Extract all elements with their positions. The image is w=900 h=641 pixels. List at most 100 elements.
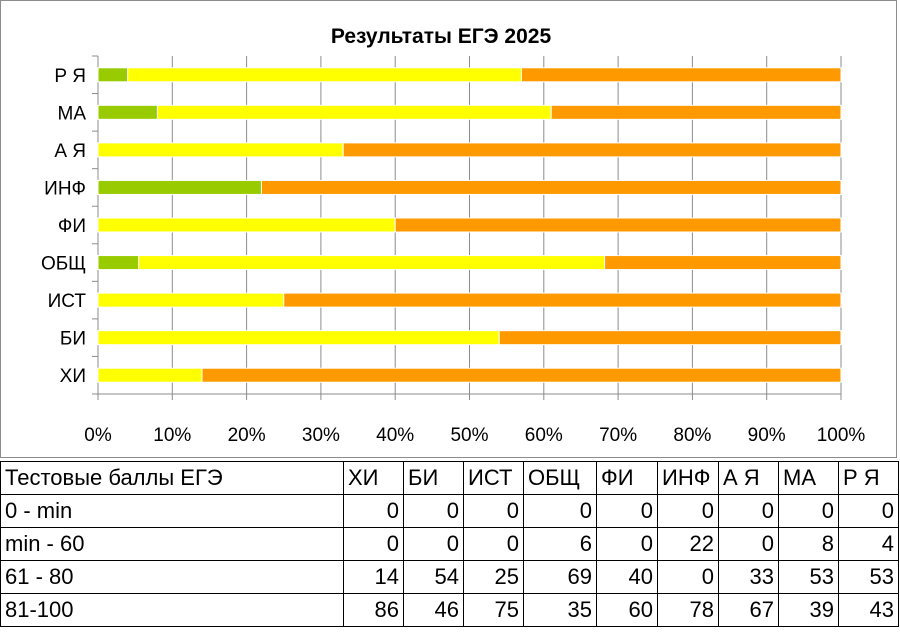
bar-segment — [201, 367, 842, 383]
bar-segment — [394, 217, 842, 233]
data-table: Тестовые баллы ЕГЭ ХИ БИ ИСТ ОБЩ ФИ ИНФ А Я МА Р … — [0, 461, 899, 627]
table-cell: 53 — [778, 560, 839, 594]
bar-segment — [97, 292, 285, 308]
bar-segment — [97, 367, 203, 383]
bar-segment — [97, 67, 129, 83]
bar-segment — [97, 179, 262, 195]
category-label: ХИ — [60, 366, 86, 387]
table-cell: 0 — [463, 494, 524, 528]
bar-segment — [604, 255, 842, 271]
table-cell: 78 — [657, 593, 719, 627]
table-cell: 0 — [718, 527, 779, 561]
x-tick-label: 40% — [376, 425, 414, 446]
bar-segment — [283, 292, 842, 308]
bar-segment — [498, 330, 842, 346]
bar-segment — [97, 142, 344, 158]
row-label: min - 60 — [0, 527, 344, 561]
column-header: МА — [778, 461, 839, 495]
table-cell: 0 — [403, 494, 464, 528]
table-cell: 33 — [718, 560, 779, 594]
bar-segment — [260, 179, 842, 195]
table-cell: 43 — [838, 593, 899, 627]
category-label: БИ — [60, 329, 86, 350]
category-label: МА — [58, 103, 87, 124]
bar-segment — [97, 217, 396, 233]
table-cell: 67 — [718, 593, 779, 627]
column-header: ФИ — [596, 461, 658, 495]
table-row: min - 60 0 0 0 6 0 22 0 8 4 — [0, 527, 899, 561]
bar-segment — [156, 104, 552, 120]
header-label: Тестовые баллы ЕГЭ — [0, 461, 344, 495]
table-cell: 46 — [403, 593, 464, 627]
table-cell: 0 — [463, 527, 524, 561]
chart-title: Результаты ЕГЭ 2025 — [331, 25, 552, 48]
table-cell: 4 — [838, 527, 899, 561]
x-tick-label: 90% — [748, 425, 786, 446]
table-cell: 86 — [343, 593, 404, 627]
table-cell: 0 — [343, 494, 404, 528]
x-tick-label: 0% — [84, 425, 112, 446]
table-cell: 69 — [523, 560, 597, 594]
row-label: 0 - min — [0, 494, 344, 528]
column-header: ХИ — [343, 461, 404, 495]
category-label: ФИ — [58, 216, 86, 237]
category-label: ИНФ — [44, 178, 86, 199]
table-cell: 60 — [596, 593, 658, 627]
table-cell: 8 — [778, 527, 839, 561]
bar-segment — [342, 142, 842, 158]
bar-segment — [521, 67, 842, 83]
row-label: 61 - 80 — [0, 560, 344, 594]
x-tick-label: 100% — [817, 425, 866, 446]
x-tick-label: 10% — [153, 425, 191, 446]
category-label: А Я — [54, 141, 86, 162]
table-cell: 0 — [718, 494, 779, 528]
x-tick-label: 60% — [525, 425, 563, 446]
table-cell: 0 — [523, 494, 597, 528]
bar-segment — [97, 255, 140, 271]
x-tick-label: 50% — [450, 425, 488, 446]
table-header-row: Тестовые баллы ЕГЭ ХИ БИ ИСТ ОБЩ ФИ ИНФ А Я МА Р … — [0, 461, 899, 495]
chart-area: Результаты ЕГЭ 2025 0% 10% 20% 30% 40% 50% 60%… — [0, 0, 897, 458]
x-tick-label: 20% — [228, 425, 266, 446]
table-cell: 0 — [343, 527, 404, 561]
table-cell: 6 — [523, 527, 597, 561]
table-cell: 54 — [403, 560, 464, 594]
column-header: ИСТ — [463, 461, 524, 495]
table-row: 61 - 80 14 54 25 69 40 0 33 53 53 — [0, 560, 899, 594]
bar-segment — [127, 67, 523, 83]
table-cell: 35 — [523, 593, 597, 627]
x-tick-label: 30% — [302, 425, 340, 446]
row-label: 81-100 — [0, 593, 344, 627]
table-cell: 0 — [778, 494, 839, 528]
bar-segment — [138, 255, 606, 271]
stacked-bar-chart: Результаты ЕГЭ 2025 0% 10% 20% 30% 40% 50% 60%… — [41, 25, 866, 446]
table-cell: 25 — [463, 560, 524, 594]
table-cell: 0 — [596, 527, 658, 561]
table-row: 81-100 86 46 75 35 60 78 67 39 43 — [0, 593, 899, 627]
column-header: А Я — [718, 461, 779, 495]
table-cell: 0 — [657, 494, 719, 528]
table-cell: 0 — [838, 494, 899, 528]
table-cell: 53 — [838, 560, 899, 594]
bar-segment — [550, 104, 842, 120]
table-cell: 22 — [657, 527, 719, 561]
table-row: 0 - min 0 0 0 0 0 0 0 0 0 — [0, 494, 899, 528]
category-label: Р Я — [54, 66, 86, 87]
bar-segment — [97, 104, 158, 120]
column-header: ИНФ — [657, 461, 719, 495]
table-cell: 14 — [343, 560, 404, 594]
column-header: БИ — [403, 461, 464, 495]
x-tick-label: 80% — [673, 425, 711, 446]
table-cell: 40 — [596, 560, 658, 594]
table-cell: 75 — [463, 593, 524, 627]
column-header: Р Я — [838, 461, 899, 495]
category-label: ОБЩ — [41, 254, 86, 275]
bar-segment — [97, 330, 500, 346]
table-cell: 0 — [596, 494, 658, 528]
column-header: ОБЩ — [523, 461, 597, 495]
table-cell: 0 — [403, 527, 464, 561]
table-cell: 0 — [657, 560, 719, 594]
table-cell: 39 — [778, 593, 839, 627]
x-tick-label: 70% — [599, 425, 637, 446]
category-label: ИСТ — [48, 291, 87, 312]
